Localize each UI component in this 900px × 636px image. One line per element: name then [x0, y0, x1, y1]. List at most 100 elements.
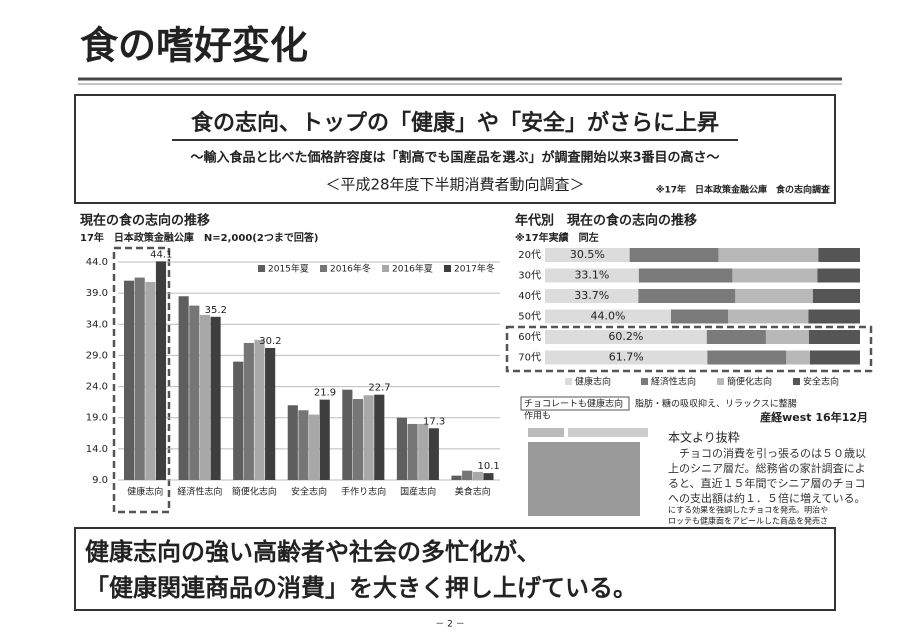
photo: [528, 442, 640, 516]
y-tick-label: 9.0: [92, 475, 108, 486]
x-tick-label: 経済性志向: [177, 486, 222, 498]
legend-label: 簡便化志向: [727, 376, 772, 388]
data-label: 33.1%: [574, 269, 609, 282]
bar-segment: [812, 289, 860, 303]
chart-title: 年代別 現在の食の志向の推移: [515, 213, 697, 229]
legend-label: 2016年冬: [330, 263, 371, 275]
legend-label: 2016年夏: [392, 263, 433, 275]
data-label: 61.7%: [609, 351, 644, 364]
bar: [178, 296, 189, 480]
data-label: 17.3: [423, 416, 445, 427]
data-label: 60.2%: [608, 330, 643, 343]
bar: [483, 473, 494, 480]
y-tick-label: 20代: [518, 249, 541, 261]
bar-segment: [545, 309, 671, 324]
legend-label: 安全志向: [803, 376, 839, 388]
x-tick-label: 手作り志向: [341, 486, 386, 498]
bar-segment: [671, 309, 729, 324]
chart-subtitle: 17年 日本政策金融公庫 N=2,000(2つまで回答): [80, 231, 318, 244]
article-source: 産経west 16年12月: [760, 410, 868, 424]
bar-segment: [728, 309, 809, 324]
legend-label: 経済性志向: [651, 376, 696, 388]
bar: [134, 277, 145, 480]
survey: ＜平成28年度下半期消費者動向調査＞: [325, 176, 584, 194]
bar: [309, 414, 320, 480]
legend-swatch: [382, 265, 389, 272]
legend-label: 2017年冬: [454, 263, 495, 275]
data-label: 22.7: [368, 383, 390, 394]
data-label: 30.5%: [570, 248, 605, 261]
y-tick-label: 70代: [518, 352, 541, 364]
bar-segment: [818, 248, 860, 262]
bar: [396, 417, 408, 480]
x-tick-label: 安全志向: [291, 486, 327, 498]
headline: 食の志向、トップの「健康」や「安全」がさらに上昇: [191, 110, 719, 136]
data-label: 33.7%: [574, 289, 609, 302]
bar: [199, 314, 210, 480]
y-tick-label: 44.0: [86, 257, 108, 268]
bar: [145, 281, 156, 480]
legend-swatch: [641, 378, 648, 385]
y-tick-label: 40代: [518, 290, 541, 302]
bar: [462, 470, 473, 480]
article-tag: チョコレートも健康志向: [524, 398, 623, 410]
bar-segment: [735, 289, 813, 303]
bar-segment: [808, 309, 860, 324]
bar-segment: [707, 350, 787, 365]
source: ※17年 日本政策金融公庫 食の志向調査: [656, 184, 831, 196]
conclusion-box: [74, 527, 836, 611]
bar: [155, 261, 167, 480]
article-headline: 作用も: [524, 410, 551, 422]
chart-subtitle: ※17年実績 同左: [515, 231, 599, 244]
bar-segment: [545, 248, 630, 262]
summary-box: [74, 94, 836, 204]
bar: [418, 423, 429, 480]
bar: [189, 305, 200, 480]
tag-box: [520, 396, 630, 411]
bar-segment: [786, 350, 810, 365]
x-tick-label: 簡便化志向: [232, 486, 277, 498]
data-label: 21.9: [314, 388, 336, 399]
bar: [319, 399, 330, 480]
bar-segment: [629, 248, 719, 262]
x-tick-label: 健康志向: [127, 486, 163, 498]
bar: [472, 471, 483, 480]
x-tick-label: 美食志向: [455, 486, 491, 498]
toolbar: [528, 428, 564, 437]
bar: [374, 394, 385, 480]
toolbar: [568, 428, 648, 437]
bar-segment: [706, 330, 766, 344]
legend-swatch: [258, 265, 265, 272]
page-title: 食の嗜好変化: [80, 24, 308, 68]
y-tick-label: 14.0: [86, 444, 108, 455]
y-tick-label: 60代: [518, 331, 541, 343]
bar: [298, 410, 309, 480]
data-label: 30.2: [259, 336, 281, 347]
bar: [342, 389, 353, 480]
bar: [233, 361, 244, 480]
bar-segment: [732, 268, 818, 283]
bar-segment: [817, 268, 860, 283]
bar-segment: [810, 350, 860, 365]
y-tick-label: 29.0: [86, 350, 108, 361]
y-tick-label: 24.0: [86, 382, 108, 393]
conclusion: 健康志向の強い高齢者や社会の多忙化が、: [85, 538, 541, 566]
conclusion: 「健康関連商品の消費」を大きく押し上げている。: [85, 574, 637, 602]
legend-swatch: [444, 265, 451, 272]
article-headline: 脂肪・糖の吸収抑え、リラックスに整腸: [635, 398, 797, 410]
bar-segment: [638, 289, 736, 303]
chart-title: 現在の食の志向の推移: [80, 213, 210, 229]
bar: [243, 342, 254, 480]
data-label: 35.2: [205, 305, 227, 316]
data-label: 44.1: [150, 249, 172, 260]
y-tick-label: 30代: [518, 270, 541, 282]
bar: [210, 316, 221, 480]
legend-swatch: [565, 378, 572, 385]
bar: [363, 395, 374, 480]
page-number: － 2 －: [435, 620, 464, 630]
legend-label: 2015年夏: [268, 263, 309, 275]
bar: [265, 347, 276, 480]
bar: [451, 475, 462, 480]
